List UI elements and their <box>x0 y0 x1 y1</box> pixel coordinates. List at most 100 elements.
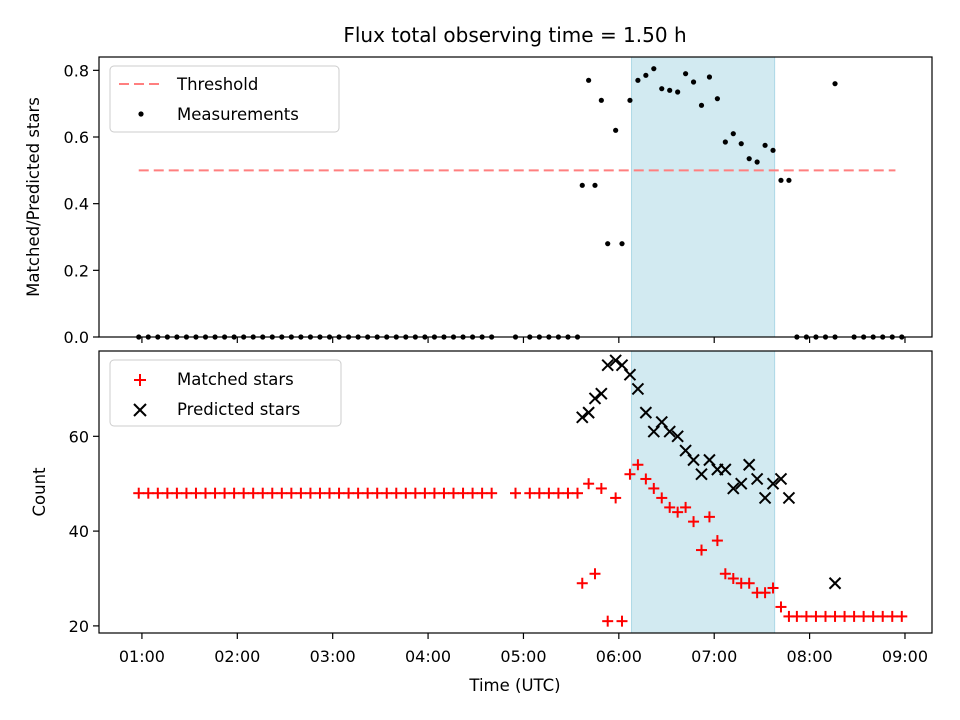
measurement-point <box>690 79 697 85</box>
shaded-observing-interval <box>631 56 776 338</box>
predicted-star-point <box>655 415 668 429</box>
matched-star-point <box>576 577 588 589</box>
matched-star-point <box>228 487 240 499</box>
legend-measurements-swatch <box>138 111 144 117</box>
matched-star-point <box>589 568 601 580</box>
measurement-point <box>675 89 681 95</box>
measurement-point <box>778 177 784 183</box>
matched-star-point <box>664 501 676 513</box>
predicted-star-point <box>588 392 602 405</box>
measurement-point <box>613 127 619 133</box>
predicted-star-point <box>766 477 780 490</box>
matched-star-point <box>648 482 660 494</box>
measurement-point <box>627 97 633 103</box>
matched-star-point <box>333 487 345 499</box>
matched-star-point <box>680 501 692 513</box>
predicted-star-point <box>750 472 764 486</box>
matched-star-point <box>848 610 860 622</box>
legend-matched-swatch <box>134 374 146 386</box>
measurement-point <box>754 159 760 165</box>
predicted-star-point <box>576 411 589 424</box>
matched-star-point <box>727 572 739 584</box>
x-tick-label: 02:00 <box>214 647 260 666</box>
matched-star-point <box>775 601 787 613</box>
measurement-point <box>667 87 673 93</box>
matched-star-point <box>695 544 707 556</box>
matched-star-point <box>247 487 259 499</box>
matched-star-point <box>457 487 469 499</box>
matched-star-point <box>409 487 421 499</box>
predicted-star-point <box>687 453 700 467</box>
matched-star-point <box>190 487 202 499</box>
predicted-star-point <box>609 354 622 367</box>
measurement-point <box>586 77 592 83</box>
matched-star-point <box>428 487 440 499</box>
predicted-star-point <box>595 387 608 400</box>
matched-star-point <box>343 487 355 499</box>
predicted-star-point <box>582 406 595 419</box>
matched-star-point <box>180 487 192 499</box>
matched-star-point <box>161 487 173 499</box>
y-tick-label: 0.6 <box>64 128 89 147</box>
predicted-star-point <box>679 444 692 457</box>
matched-star-point <box>533 487 545 499</box>
predicted-star-point <box>623 368 637 381</box>
matched-star-point <box>276 487 288 499</box>
measurement-point <box>730 131 736 137</box>
predicted-star-point <box>727 482 740 495</box>
measurement-point <box>579 182 585 188</box>
y-tick-label: 40 <box>69 522 89 541</box>
bottom-legend: Matched stars Predicted stars <box>109 359 342 427</box>
predicted-star-point <box>695 468 708 481</box>
legend-predicted-swatch <box>133 403 147 417</box>
predicted-star-point <box>758 491 772 505</box>
predicted-star-point <box>782 491 796 505</box>
matched-star-point <box>767 582 779 594</box>
matched-star-point <box>285 487 297 499</box>
matched-star-point <box>877 610 889 622</box>
predicted-star-point <box>774 472 788 486</box>
measurement-point <box>832 81 838 87</box>
measurement-point <box>592 182 598 188</box>
measurement-point <box>770 147 776 153</box>
predicted-star-point <box>639 406 653 419</box>
shaded-observing-interval <box>631 350 776 634</box>
matched-star-point <box>711 535 723 547</box>
matched-star-point <box>400 487 412 499</box>
measurement-point <box>714 96 720 102</box>
predicted-star-point <box>601 359 614 372</box>
matched-star-point <box>209 487 221 499</box>
x-axis-label: Time (UTC) <box>468 676 560 695</box>
predicted-star-point <box>719 463 732 476</box>
measurement-point <box>605 241 611 247</box>
matched-star-point <box>819 610 831 622</box>
matched-star-point <box>886 610 898 622</box>
matched-star-point <box>171 487 183 499</box>
measurement-point <box>651 66 657 72</box>
legend-measurements-label: Measurements <box>177 105 299 124</box>
matched-star-point <box>543 487 555 499</box>
x-tick-label: 07:00 <box>691 647 737 666</box>
predicted-star-point <box>703 453 716 467</box>
x-tick-label: 09:00 <box>882 647 928 666</box>
legend-matched-label: Matched stars <box>177 370 294 389</box>
matched-star-point <box>791 610 803 622</box>
predicted-star-point <box>631 382 645 396</box>
top-axes-frame <box>98 56 933 338</box>
matched-star-point <box>640 473 652 485</box>
matched-star-point <box>524 487 536 499</box>
predicted-star-point <box>742 458 756 471</box>
matched-star-point <box>448 487 460 499</box>
matched-star-point <box>829 610 841 622</box>
y-tick-label: 0.0 <box>64 328 89 347</box>
bottom-y-ticks: 20 40 60 <box>69 427 99 636</box>
matched-star-point <box>616 615 628 627</box>
matched-star-point <box>703 511 715 523</box>
matched-star-point <box>238 487 250 499</box>
matched-star-point <box>314 487 326 499</box>
matched-star-point <box>624 468 636 480</box>
matched-star-point <box>867 610 879 622</box>
measurement-point <box>706 74 713 80</box>
matched-star-point <box>595 482 607 494</box>
